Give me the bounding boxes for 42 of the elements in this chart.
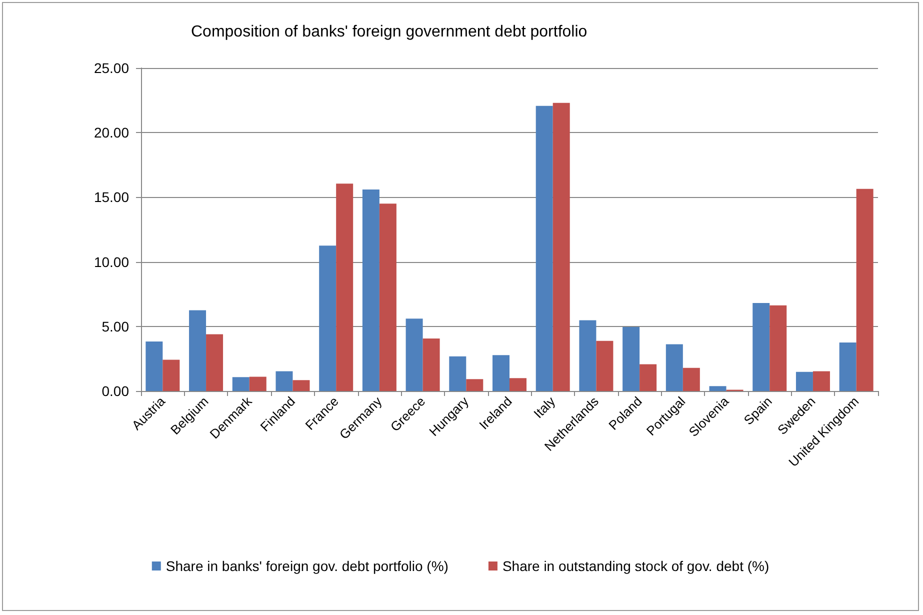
bar — [146, 342, 163, 391]
legend-label: Share in banks' foreign gov. debt portfolio (%) — [166, 558, 448, 574]
bar — [812, 371, 830, 391]
bar — [770, 305, 787, 391]
bar — [206, 334, 224, 391]
bar — [449, 356, 466, 391]
bar — [510, 378, 526, 391]
bar — [336, 184, 354, 391]
bar — [466, 379, 484, 391]
y-tick-label: 25.00 — [94, 60, 130, 76]
y-tick-label: 0.00 — [102, 383, 130, 399]
bar — [682, 368, 700, 391]
bar — [422, 338, 440, 391]
bar — [362, 189, 380, 391]
bar — [839, 342, 856, 391]
bar — [709, 386, 726, 391]
bar — [552, 102, 570, 391]
bar — [752, 303, 770, 391]
bar — [276, 371, 293, 391]
bar — [162, 360, 180, 391]
bar — [189, 310, 206, 391]
bar — [596, 340, 614, 391]
bar — [622, 327, 640, 391]
chart-title: Composition of banks' foreign government debt portfolio — [191, 24, 588, 40]
bar — [379, 204, 396, 391]
bar — [796, 372, 813, 391]
bar — [640, 364, 657, 391]
y-tick-label: 20.00 — [94, 124, 130, 141]
y-tick-label: 10.00 — [94, 254, 130, 270]
bar — [856, 188, 874, 391]
legend-label: Share in outstanding stock of gov. debt (%) — [502, 558, 770, 574]
bar — [536, 106, 553, 391]
y-tick-label: 5.00 — [102, 318, 130, 334]
bar — [406, 318, 423, 391]
bar — [666, 344, 683, 391]
bar — [232, 377, 250, 391]
bar — [579, 320, 596, 391]
bar — [249, 376, 266, 391]
bar — [319, 246, 336, 391]
bar — [292, 380, 310, 391]
bar — [492, 355, 510, 391]
y-tick-label: 15.00 — [94, 189, 130, 206]
